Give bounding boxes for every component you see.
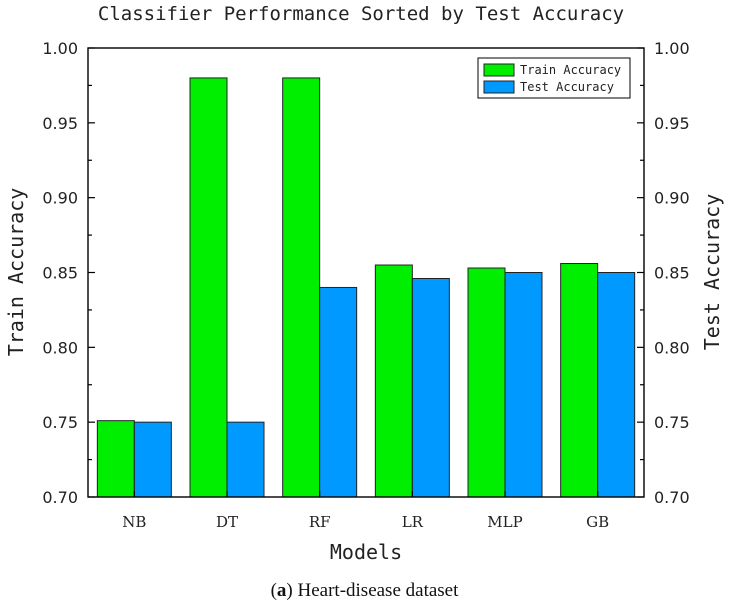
y-tick-label-left: 0.95 — [42, 114, 78, 133]
x-tick-label: NB — [122, 513, 146, 531]
y-tick-label-left: 0.80 — [42, 338, 78, 357]
legend-label: Train Accuracy — [520, 63, 621, 77]
y-tick-label-right: 0.80 — [654, 338, 690, 357]
y-tick-label-right: 0.85 — [654, 264, 690, 283]
caption-text: Heart-disease dataset — [292, 580, 459, 601]
figure-caption: (a) Heart-disease dataset — [270, 580, 459, 601]
chart-title: Classifier Performance Sorted by Test Ac… — [98, 3, 624, 25]
y-axis-right: 0.70 0.75 0.80 0.85 0.90 0.95 1.00 — [637, 39, 690, 507]
y-tick-label-right: 0.70 — [654, 488, 690, 507]
x-tick-label: DT — [216, 513, 238, 531]
bar-test-accuracy-lr — [411, 277, 450, 498]
y-tick-label-left: 0.70 — [42, 488, 78, 507]
bar-train-accuracy-nb — [96, 420, 135, 498]
y-tick-label-left: 0.75 — [42, 413, 78, 432]
bar-train-accuracy-dt — [189, 77, 228, 498]
x-axis-label: Models — [330, 540, 402, 564]
y-tick-label-right: 0.75 — [654, 413, 690, 432]
y-axis-label-right: Test Accuracy — [700, 194, 724, 351]
y-tick-label-left: 1.00 — [42, 39, 78, 58]
bar-train-accuracy-lr — [374, 264, 413, 498]
x-tick-label: GB — [586, 513, 609, 531]
x-tick-label: MLP — [487, 513, 522, 531]
y-tick-label-left: 0.85 — [42, 264, 78, 283]
y-tick-label-right: 0.90 — [654, 189, 690, 208]
y-tick-label-right: 1.00 — [654, 39, 690, 58]
y-tick-label-right: 0.95 — [654, 114, 690, 133]
chart: Classifier Performance Sorted by Test Ac… — [4, 3, 724, 564]
y-axis-left: 0.70 0.75 0.80 0.85 0.90 0.95 1.00 — [42, 39, 95, 507]
bar-test-accuracy-dt — [226, 421, 265, 498]
bar-train-accuracy-mlp — [467, 267, 506, 498]
y-tick-label-left: 0.90 — [42, 189, 78, 208]
bar-test-accuracy-nb — [133, 421, 172, 498]
x-axis: NB DT RF LR MLP GB — [122, 491, 609, 531]
legend: Train Accuracy Test Accuracy — [477, 57, 631, 99]
caption-label: a — [276, 580, 287, 601]
legend-swatch — [483, 63, 515, 77]
bar-test-accuracy-mlp — [504, 272, 543, 498]
y-axis-label-left: Train Accuracy — [4, 188, 28, 357]
bar-test-accuracy-rf — [319, 286, 358, 498]
x-tick-label: LR — [402, 513, 424, 531]
bar-test-accuracy-gb — [597, 272, 636, 498]
legend-label: Test Accuracy — [520, 80, 614, 94]
x-tick-label: RF — [309, 513, 331, 531]
bar-train-accuracy-rf — [282, 77, 321, 498]
plot-frame — [87, 47, 645, 498]
bars — [96, 77, 636, 498]
legend-swatch — [483, 80, 515, 94]
bar-train-accuracy-gb — [560, 263, 599, 498]
